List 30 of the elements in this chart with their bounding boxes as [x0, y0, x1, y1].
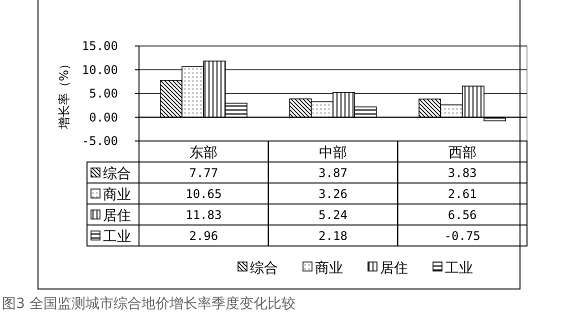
- x-tick-label: 中部: [319, 144, 347, 161]
- data-label: 3.83: [448, 166, 477, 180]
- caption: 图3 全国监测城市综合地价增长率季度变化比较: [2, 296, 296, 312]
- y-axis-title: 增长率（%）: [57, 58, 71, 130]
- data-label: 2.18: [318, 229, 348, 244]
- y-tick-label: 5.00: [89, 86, 118, 101]
- data-label: 3.87: [318, 166, 348, 180]
- legend-label: 商业: [103, 186, 131, 203]
- data-label: 6.56: [448, 208, 477, 222]
- data-label: 11.83: [186, 208, 222, 222]
- data-label: 3.26: [318, 187, 348, 202]
- data-label: 10.65: [186, 187, 222, 202]
- data-label: 7.77: [189, 166, 218, 180]
- data-label: 5.24: [318, 208, 348, 222]
- legend-label: 工业: [445, 260, 473, 276]
- text: 居住: [380, 260, 408, 276]
- x-tick-label: 西部: [448, 144, 476, 161]
- y-tick-label: 0.00: [89, 110, 118, 124]
- legend-label: 综合: [103, 166, 131, 182]
- text: 商业: [315, 260, 343, 276]
- data-label: -0.75: [444, 229, 480, 244]
- x-tick-label: 东部: [190, 144, 218, 161]
- y-tick-label: 10.00: [82, 62, 118, 77]
- text: 工业: [103, 228, 131, 245]
- legend-label: 居住: [103, 208, 131, 224]
- text: 综合: [250, 260, 278, 276]
- data-label: 2.96: [189, 229, 218, 244]
- y-tick-label: 15.00: [82, 39, 118, 54]
- y-tick-label: -5.00: [82, 134, 118, 148]
- data-label: 2.61: [448, 187, 477, 202]
